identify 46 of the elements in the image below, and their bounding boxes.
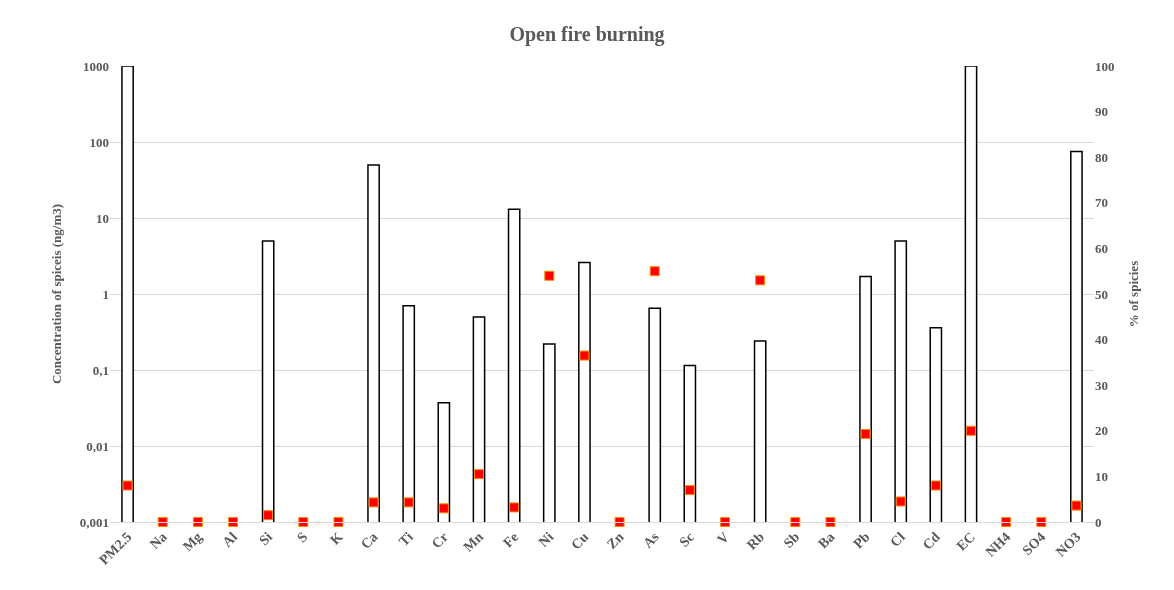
x-tick-label: Mn	[460, 529, 487, 555]
x-tick-label: Pb	[850, 529, 873, 552]
y-tick-label: 1	[102, 286, 109, 302]
chart-title: Open fire burning	[509, 22, 665, 46]
y-tick-label: 10	[96, 210, 109, 226]
x-tick-label: Na	[147, 529, 170, 552]
x-tick-label: Al	[219, 529, 241, 550]
y2-tick-label: 90	[1095, 104, 1108, 120]
y2-tick-label: 0	[1095, 514, 1102, 530]
y-tick-label: 0,001	[79, 514, 109, 530]
y2-tick-label: 100	[1095, 58, 1115, 74]
y2-axis-title: % of spicies	[1126, 260, 1142, 328]
x-tick-label: K	[327, 529, 346, 548]
x-tick-label: Cu	[568, 529, 592, 553]
x-tick-label: S	[294, 529, 311, 546]
x-tick-label: Ti	[395, 529, 416, 550]
y2-tick-label: 10	[1095, 468, 1108, 484]
x-tick-label: Rb	[743, 529, 768, 553]
x-tick-label: Sb	[780, 529, 803, 551]
x-tick-label: Ba	[815, 529, 838, 552]
x-tick-label: As	[640, 528, 663, 551]
y2-tick-label: 40	[1095, 332, 1108, 348]
y-tick-label: 1000	[83, 58, 109, 74]
y2-tick-label: 70	[1095, 195, 1108, 211]
x-tick-label: V	[714, 529, 733, 548]
y2-tick-label: 50	[1095, 286, 1108, 302]
x-tick-label: Si	[256, 529, 276, 549]
x-tick-label: SO4	[1019, 529, 1049, 559]
y2-tick-label: 80	[1095, 149, 1108, 165]
y-tick-label: 0,1	[92, 362, 109, 378]
x-tick-label: Mg	[180, 529, 205, 555]
x-tick-label: Cd	[919, 529, 944, 553]
y2-tick-label: 60	[1095, 240, 1108, 256]
y-tick-label: 0,01	[86, 438, 109, 454]
y-tick-label: 100	[89, 134, 109, 150]
x-tick-label: Cl	[887, 529, 908, 550]
x-tick-label: Sc	[676, 529, 697, 550]
y2-tick-label: 30	[1095, 377, 1108, 393]
x-tick-label: Ni	[535, 529, 557, 550]
y-axis-title: Concentration of spiceis (ng/m3)	[48, 203, 64, 385]
y2-tick-label: 20	[1095, 423, 1108, 439]
x-tick-label: Fe	[500, 529, 522, 551]
x-tick-label: Ca	[357, 529, 381, 552]
x-tick-label: EC	[953, 529, 979, 554]
x-tick-label: Zn	[603, 529, 627, 552]
x-tick-label: Cr	[428, 529, 451, 552]
